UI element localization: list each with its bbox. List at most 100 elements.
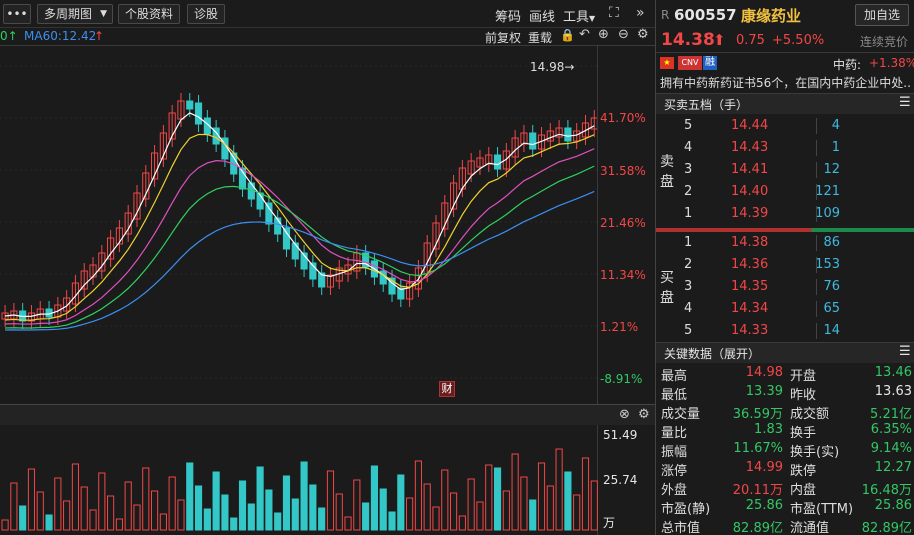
ask-volume: 1: [831, 140, 840, 155]
keydata-value: 6.35%: [870, 422, 912, 437]
ask-row[interactable]: 4 14.43 1: [656, 138, 914, 158]
volume-bar-divider: [816, 140, 817, 156]
volume-bar: [282, 475, 291, 531]
ask-row[interactable]: 3 14.41 12: [656, 160, 914, 180]
volume-unit: 万: [603, 516, 616, 530]
volume-bar: [98, 472, 106, 531]
bid-volume: 153: [815, 257, 840, 272]
keydata-label: 最低: [661, 388, 688, 403]
zoom-out-icon[interactable]: ⊖: [618, 27, 629, 42]
volume-bar: [502, 490, 510, 531]
ask-row[interactable]: 2 14.40 121: [656, 182, 914, 202]
volume-bar: [458, 515, 466, 531]
volume-bar: [71, 463, 80, 531]
menu-icon[interactable]: ☰: [899, 95, 911, 110]
volume-bar: [168, 476, 176, 531]
kline-chart[interactable]: [0, 46, 598, 404]
quote-panel: R 600557 康缘药业 加自选 14.38 ⬆ 0.75 +5.50% 连续…: [655, 0, 914, 535]
keydata-label: 总市值: [661, 521, 701, 535]
gear-icon[interactable]: ⚙: [637, 27, 649, 42]
volume-bar: [406, 497, 414, 531]
ask-level: 2: [684, 184, 693, 199]
volume-bar: [212, 471, 220, 531]
price-axis-tick: -8.91%: [600, 372, 643, 386]
add-watchlist-button[interactable]: 加自选: [855, 4, 909, 26]
financial-badge[interactable]: 财: [439, 381, 455, 397]
bid-row[interactable]: 5 14.33 14: [656, 321, 914, 341]
volume-bar: [423, 483, 431, 531]
bid-volume: 86: [823, 235, 840, 250]
ask-volume: 109: [815, 206, 840, 221]
volume-bar: [300, 461, 308, 531]
margin-tag: 融: [703, 56, 717, 70]
buy-label: 买盘: [660, 268, 674, 308]
sell-label-char: 卖: [660, 154, 674, 170]
cn-flag-icon: ★: [660, 57, 674, 69]
candle: [63, 297, 71, 312]
volume-bar: [546, 485, 554, 531]
tools-dropdown[interactable]: 工具▼: [563, 6, 595, 25]
volume-bar: [221, 494, 229, 531]
keydata-label: 流通值: [790, 521, 830, 535]
candle: [502, 150, 510, 170]
volume-bar: [10, 482, 18, 531]
lock-icon[interactable]: 🔒: [560, 28, 575, 42]
candle: [168, 112, 176, 140]
arrow-up-icon: ⬆: [713, 31, 726, 49]
ask-row[interactable]: 1 14.39 109: [656, 204, 914, 224]
keydata-label: 量比: [661, 426, 688, 441]
keydata-value: 36.59万: [732, 407, 783, 422]
diagnosis-button[interactable]: 诊股: [187, 4, 225, 24]
menu-icon[interactable]: ☰: [899, 344, 911, 359]
keydata-value: 9.14%: [870, 441, 912, 456]
keydata-value: 5.21亿: [870, 407, 912, 422]
company-desc[interactable]: 拥有中药新药证书56个，在国内中药企业中处...: [660, 76, 912, 90]
volume-chart[interactable]: [0, 425, 598, 535]
ask-volume: 12: [823, 162, 840, 177]
sell-label-char: 盘: [660, 174, 674, 190]
bid-row[interactable]: 2 14.36 153: [656, 255, 914, 275]
bid-row[interactable]: 4 14.34 65: [656, 299, 914, 319]
candle: [581, 122, 590, 138]
bid-row[interactable]: 3 14.35 76: [656, 277, 914, 297]
bid-row[interactable]: 1 14.38 86: [656, 233, 914, 253]
draw-line-button[interactable]: 画线: [529, 10, 556, 25]
bid-volume: 65: [823, 301, 840, 316]
chips-button[interactable]: 筹码: [495, 10, 522, 25]
volume-bar: [256, 466, 264, 531]
ma-cut-label: 0↑: [0, 29, 18, 43]
volume-bar: [36, 491, 44, 531]
candle: [564, 127, 572, 142]
sector-name[interactable]: 中药:: [833, 58, 862, 72]
ask-row[interactable]: 5 14.44 4: [656, 116, 914, 136]
volume-bar: [573, 494, 581, 531]
stock-info-button[interactable]: 个股资料: [118, 4, 180, 24]
price-axis-tick: 21.46%: [600, 216, 646, 230]
keydata-title[interactable]: 关键数据（展开）: [664, 347, 761, 361]
adjust-fq-button[interactable]: 前复权: [485, 31, 522, 45]
volume-bar: [476, 501, 484, 531]
moving-average-line: [5, 133, 595, 321]
price-axis-tick: 1.21%: [600, 320, 639, 334]
bid-level: 5: [684, 323, 693, 338]
ma60-label: MA60:12.42: [24, 29, 97, 43]
candle: [115, 227, 123, 245]
keydata-value: 11.67%: [733, 441, 783, 456]
volume-bar-divider: [816, 235, 817, 251]
candle: [388, 277, 396, 295]
keydata-label: 涨停: [661, 464, 688, 479]
zoom-in-icon[interactable]: ⊕: [598, 27, 609, 42]
bid-price: 14.33: [731, 323, 769, 338]
gear-icon[interactable]: ⚙: [638, 407, 650, 422]
ask-level: 1: [684, 206, 693, 221]
orderbook-title: 买卖五档（手）: [664, 98, 749, 112]
period-dropdown[interactable]: 多周期图 ▼: [37, 4, 113, 24]
collapse-panel-icon[interactable]: »: [636, 5, 645, 21]
expand-icon[interactable]: ⛶: [609, 5, 619, 21]
undo-icon[interactable]: ↶: [579, 27, 590, 42]
close-icon[interactable]: ⊗: [619, 407, 630, 422]
volume-bar: [27, 468, 36, 531]
margin-tag-label: 融: [705, 57, 715, 68]
reload-button[interactable]: 重载: [528, 31, 553, 45]
menu-dots-button[interactable]: •••: [3, 4, 31, 24]
